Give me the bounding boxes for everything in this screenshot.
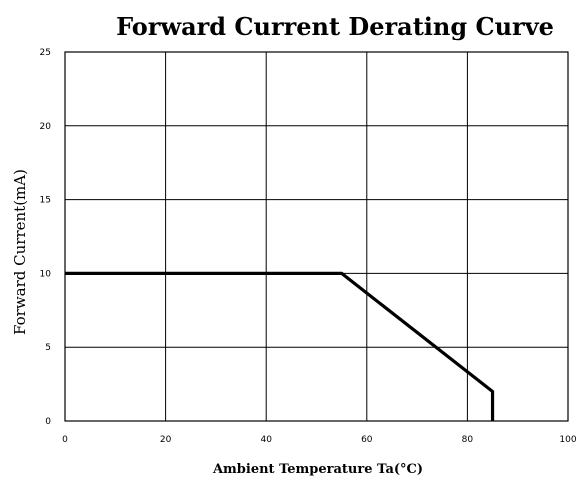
y-tick-label-1: 5 [45, 343, 51, 353]
x-tick-label-5: 100 [559, 435, 576, 445]
series-layer [65, 271, 495, 421]
x-tick-label-4: 80 [462, 435, 474, 445]
x-axis-label: Ambient Temperature Ta(°C) [212, 462, 423, 477]
x-axis-ticks: 0 20 40 60 80 100 [62, 435, 577, 445]
y-tick-label-5: 25 [40, 48, 51, 58]
y-tick-label-4: 20 [40, 122, 52, 132]
y-axis-ticks: 0 5 10 15 20 25 [40, 48, 52, 427]
plot-frame [64, 51, 569, 422]
grid [64, 51, 569, 422]
chart-title: Forward Current Derating Curve [116, 12, 554, 41]
series-line-0 [65, 271, 495, 421]
x-tick-label-1: 20 [160, 435, 172, 445]
x-tick-label-0: 0 [62, 435, 68, 445]
x-tick-label-3: 60 [361, 435, 373, 445]
y-tick-label-3: 15 [40, 196, 51, 206]
y-tick-label-0: 0 [45, 417, 51, 427]
x-tick-label-2: 40 [260, 435, 272, 445]
y-tick-label-2: 10 [40, 269, 52, 279]
y-axis-label: Forward Current(mA) [11, 169, 29, 335]
